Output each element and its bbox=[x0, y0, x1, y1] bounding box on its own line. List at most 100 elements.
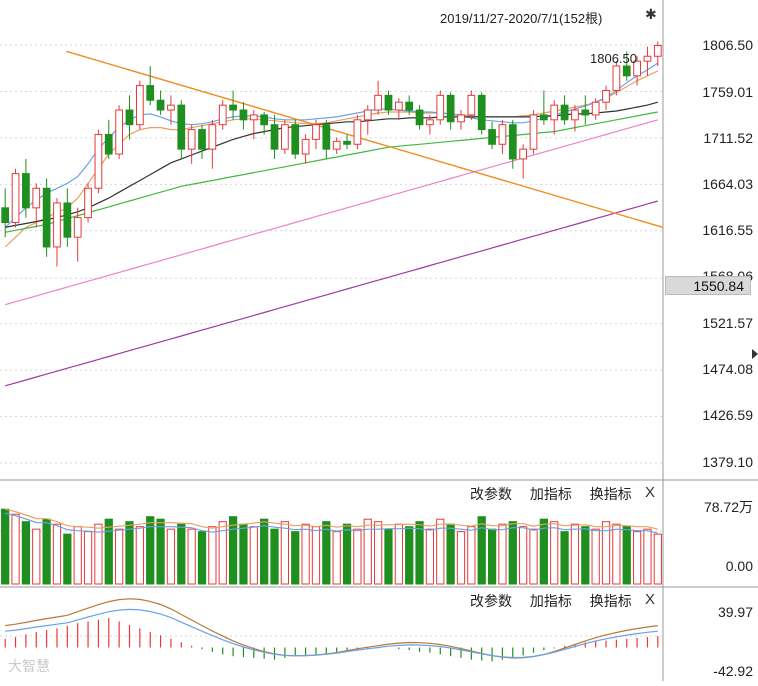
candle-body bbox=[260, 114, 269, 126]
candle-body bbox=[612, 65, 621, 91]
volume-bar bbox=[363, 518, 372, 585]
volume-bar bbox=[311, 526, 321, 585]
volume-bar bbox=[612, 523, 621, 585]
volume-bar bbox=[508, 521, 517, 585]
candle-body bbox=[11, 173, 20, 224]
volume-bar bbox=[197, 531, 207, 585]
volume-bar bbox=[653, 533, 662, 585]
price-tick: 1426.59 bbox=[702, 407, 753, 423]
volume-bar bbox=[291, 531, 300, 585]
candle-body bbox=[84, 187, 92, 219]
volume-bar bbox=[529, 528, 538, 585]
volume-bar bbox=[519, 526, 528, 585]
candle-body bbox=[332, 140, 341, 150]
volume-bar bbox=[301, 523, 310, 585]
volume-bar bbox=[11, 513, 20, 585]
volume-bar bbox=[166, 528, 176, 585]
candle-body bbox=[550, 104, 559, 121]
volume-bar bbox=[125, 521, 134, 585]
candle-body bbox=[125, 109, 134, 126]
scroll-right-icon[interactable] bbox=[752, 349, 758, 359]
volume-bar bbox=[187, 528, 196, 585]
candle-body bbox=[115, 109, 123, 155]
volume-bar bbox=[643, 528, 652, 585]
candle-body bbox=[436, 94, 445, 121]
volume-bar bbox=[632, 531, 642, 585]
candle-body bbox=[42, 187, 51, 248]
candle-body bbox=[363, 109, 372, 121]
candle-body bbox=[73, 217, 82, 238]
volume-bar bbox=[425, 528, 435, 585]
volume-bar bbox=[94, 523, 103, 585]
candle-body bbox=[405, 101, 414, 111]
candle-body bbox=[187, 129, 196, 150]
trend-line bbox=[66, 50, 664, 229]
candle-body bbox=[63, 202, 72, 238]
price-tick: 1521.57 bbox=[702, 315, 753, 331]
volume-bar bbox=[384, 528, 393, 585]
candle-body bbox=[167, 104, 175, 111]
edit-params-button[interactable]: 改参数 bbox=[470, 486, 512, 502]
volume-bar bbox=[228, 516, 238, 585]
candle-body bbox=[322, 124, 331, 150]
pin-icon[interactable]: ✱ bbox=[645, 6, 657, 22]
volume-bar bbox=[260, 518, 269, 585]
ma-line bbox=[5, 101, 658, 228]
price-tick: 1806.50 bbox=[702, 37, 753, 53]
candle-body bbox=[353, 119, 362, 145]
ma-line bbox=[5, 111, 658, 233]
candle-body bbox=[135, 85, 144, 126]
price-tick: 1711.52 bbox=[703, 130, 753, 146]
candle-body bbox=[602, 89, 610, 103]
volume-bar bbox=[570, 523, 580, 585]
candle-body bbox=[281, 124, 289, 150]
add-indicator-button[interactable]: 加指标 bbox=[529, 593, 572, 609]
change-indicator-button[interactable]: 换指标 bbox=[589, 486, 632, 502]
date-range: 2019/11/27-2020/7/1(152根) bbox=[440, 11, 603, 26]
volume-bar bbox=[73, 526, 82, 585]
candle-body bbox=[343, 140, 351, 145]
candle-body bbox=[477, 94, 486, 131]
volume-bar bbox=[63, 533, 72, 585]
candle-body bbox=[218, 104, 227, 126]
price-tick: 1759.01 bbox=[702, 84, 753, 100]
price-tick: 1474.08 bbox=[702, 361, 753, 377]
volume-bar bbox=[405, 526, 414, 585]
macd-toolbar: 改参数 加指标 换指标 bbox=[470, 591, 646, 611]
volume-bar bbox=[115, 528, 124, 585]
volume-bar bbox=[446, 523, 455, 585]
volume-bar bbox=[456, 531, 466, 585]
volume-bar bbox=[601, 521, 611, 585]
candle-body bbox=[94, 133, 103, 189]
change-indicator-button[interactable]: 换指标 bbox=[589, 593, 632, 609]
volume-bar bbox=[591, 528, 600, 585]
volume-bar bbox=[32, 528, 41, 585]
add-indicator-button[interactable]: 加指标 bbox=[529, 486, 572, 502]
macd-tick-top: 39.97 bbox=[717, 604, 753, 620]
close-icon[interactable]: X bbox=[645, 484, 656, 501]
volume-bar bbox=[539, 518, 548, 585]
watermark: 大智慧 bbox=[8, 658, 50, 674]
candle-body bbox=[177, 104, 186, 150]
volume-bar bbox=[135, 526, 144, 585]
volume-ma-line bbox=[5, 512, 658, 534]
candle-body bbox=[591, 101, 600, 116]
ma-line bbox=[4, 70, 659, 248]
candle-body bbox=[426, 119, 434, 126]
volume-bar bbox=[156, 518, 165, 585]
volume-bar bbox=[498, 523, 507, 585]
volume-bar bbox=[353, 528, 362, 585]
volume-bar bbox=[581, 526, 590, 585]
volume-tick-top: 78.72万 bbox=[703, 499, 753, 515]
volume-bar bbox=[280, 521, 290, 585]
peak-label: 1806.50 bbox=[590, 51, 637, 66]
edit-params-button[interactable]: 改参数 bbox=[470, 593, 512, 609]
candle-body bbox=[467, 94, 476, 116]
dea-line bbox=[5, 608, 658, 659]
candle-body bbox=[374, 94, 382, 111]
volume-bar bbox=[560, 531, 569, 585]
candle-body bbox=[249, 114, 258, 121]
close-icon[interactable]: X bbox=[645, 591, 656, 608]
candle-body bbox=[415, 109, 424, 126]
candle-body bbox=[488, 129, 496, 145]
